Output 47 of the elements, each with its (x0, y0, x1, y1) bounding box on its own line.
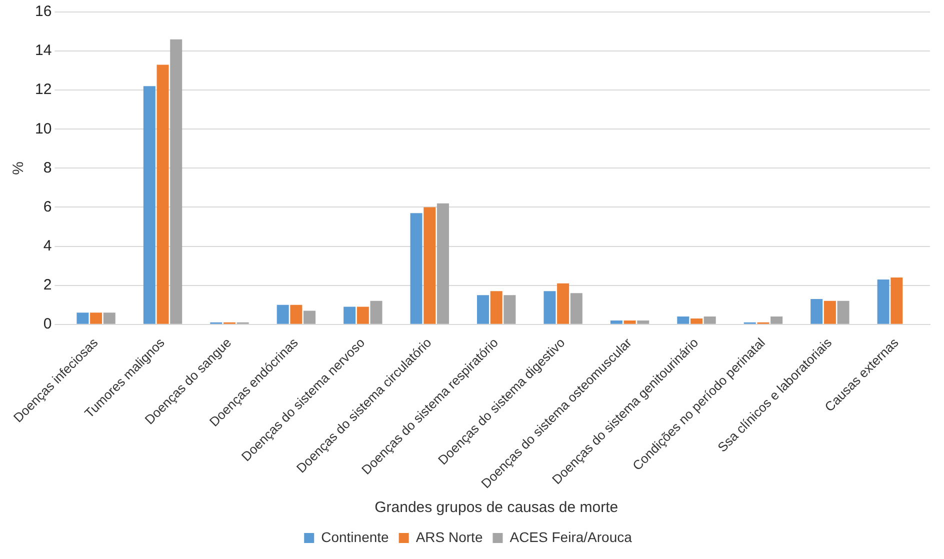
bar (877, 279, 890, 324)
bar (837, 300, 850, 324)
bar (290, 304, 302, 324)
bar (76, 312, 89, 324)
bar (276, 304, 289, 324)
y-tick-label: 10 (34, 120, 52, 138)
bar (637, 320, 650, 324)
bar (436, 203, 449, 324)
bar (476, 295, 490, 324)
bar (170, 39, 182, 324)
bar (570, 293, 582, 324)
bar (544, 291, 556, 324)
bar (344, 306, 356, 324)
bar (890, 278, 903, 324)
x-axis-title: Grandes grupos de causas de morte (374, 499, 618, 516)
bar (370, 300, 382, 324)
y-axis-title: % (10, 162, 28, 175)
bar (103, 312, 116, 324)
y-tick-label: 16 (34, 3, 52, 20)
bar (824, 300, 836, 324)
bar (304, 310, 316, 324)
bar (410, 213, 422, 324)
legend-label: ARS Norte (416, 528, 483, 545)
y-tick-label: 8 (43, 159, 52, 176)
legend-label: ACES Feira/Arouca (510, 528, 632, 545)
y-tick-label: 12 (34, 81, 52, 98)
bar (770, 316, 783, 324)
bar (610, 320, 622, 324)
y-tick-label: 4 (43, 237, 52, 254)
bar (504, 295, 516, 324)
bar (810, 298, 823, 324)
bar (356, 306, 369, 324)
bar (677, 316, 690, 324)
bar (557, 283, 570, 324)
y-tick-label: 14 (34, 42, 52, 60)
bar (143, 86, 156, 324)
bar (490, 291, 502, 324)
y-tick-label: 2 (43, 276, 52, 294)
legend-label: Continente (321, 528, 390, 545)
bar (690, 318, 702, 324)
bar (156, 64, 169, 324)
bar (90, 312, 102, 324)
y-tick-label: 0 (43, 315, 52, 332)
bar (704, 316, 716, 324)
y-tick-label: 6 (43, 198, 52, 216)
bar (424, 207, 436, 324)
bar (624, 320, 636, 324)
